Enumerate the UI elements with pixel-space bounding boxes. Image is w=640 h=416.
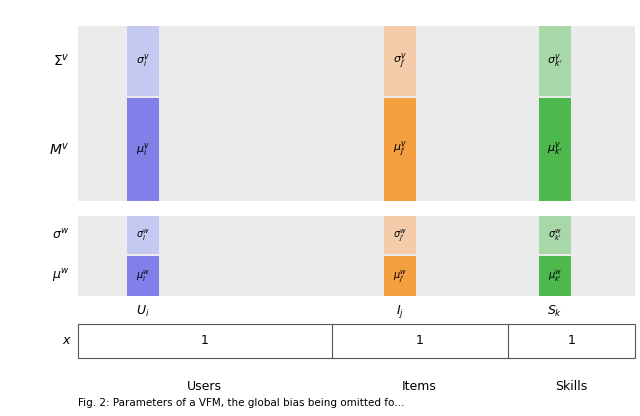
- Text: 1: 1: [567, 334, 575, 347]
- Bar: [384, 256, 416, 296]
- Text: $\mu^w$: $\mu^w$: [52, 267, 70, 285]
- Text: $\mu_{j'}^v$: $\mu_{j'}^v$: [393, 140, 407, 159]
- Bar: [78, 26, 635, 201]
- Bar: [127, 216, 159, 254]
- Text: Skills: Skills: [555, 379, 588, 393]
- Text: $\sigma_i^w$: $\sigma_i^w$: [136, 227, 150, 243]
- Text: $\sigma_{k'}^v$: $\sigma_{k'}^v$: [547, 52, 563, 69]
- Text: $\sigma_{j'}^w$: $\sigma_{j'}^w$: [393, 227, 407, 243]
- Text: $\mu_{k'}^v$: $\mu_{k'}^v$: [547, 141, 563, 158]
- Text: $U_i$: $U_i$: [136, 303, 150, 319]
- Bar: [539, 26, 571, 96]
- Text: x: x: [63, 334, 70, 347]
- Text: $\sigma^w$: $\sigma^w$: [52, 228, 70, 242]
- Text: $\mu_{k'}^w$: $\mu_{k'}^w$: [548, 268, 562, 284]
- Bar: [384, 26, 416, 96]
- Text: $\sigma_{j'}^v$: $\sigma_{j'}^v$: [393, 51, 407, 71]
- Bar: [127, 256, 159, 296]
- Bar: [539, 98, 571, 201]
- Text: $\Sigma^v$: $\Sigma^v$: [53, 53, 70, 69]
- Bar: [78, 216, 635, 296]
- Text: 1: 1: [415, 334, 424, 347]
- Text: Fig. 2: Parameters of a VFM, the global bias being omitted fo...: Fig. 2: Parameters of a VFM, the global …: [78, 398, 404, 408]
- Bar: [539, 216, 571, 254]
- Bar: [127, 98, 159, 201]
- Text: $M^v$: $M^v$: [49, 141, 70, 158]
- Text: $\mu_i^v$: $\mu_i^v$: [136, 141, 150, 158]
- Text: $S_k$: $S_k$: [547, 303, 563, 319]
- Bar: [539, 256, 571, 296]
- Text: Users: Users: [188, 379, 222, 393]
- Text: $\mu_i^w$: $\mu_i^w$: [136, 268, 150, 284]
- Bar: [127, 26, 159, 96]
- Text: $\sigma_i^v$: $\sigma_i^v$: [136, 52, 150, 69]
- Bar: [384, 216, 416, 254]
- Text: $\mu_{j'}^w$: $\mu_{j'}^w$: [393, 268, 407, 284]
- Text: $\sigma_{k'}^w$: $\sigma_{k'}^w$: [548, 227, 562, 243]
- Bar: [384, 98, 416, 201]
- Text: $I_j$: $I_j$: [396, 302, 404, 319]
- Text: 1: 1: [201, 334, 209, 347]
- Text: Items: Items: [402, 379, 437, 393]
- Bar: [78, 324, 635, 358]
